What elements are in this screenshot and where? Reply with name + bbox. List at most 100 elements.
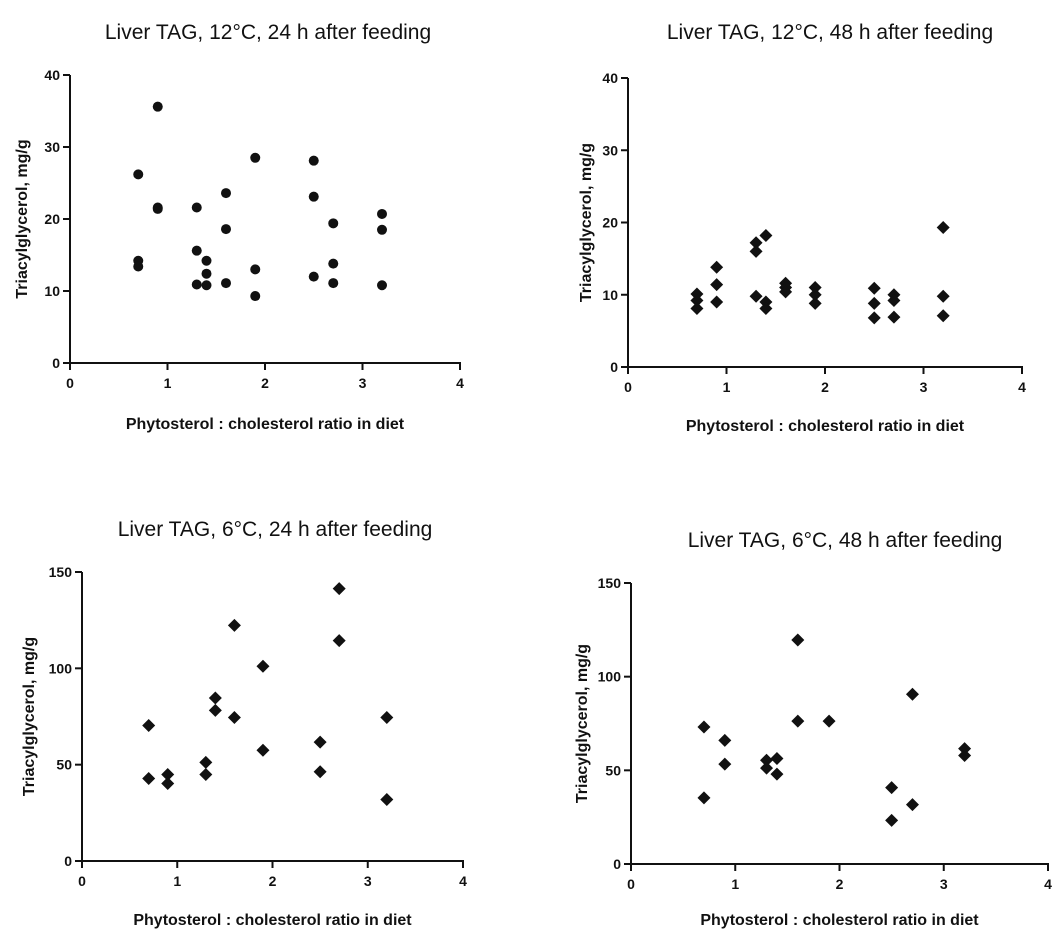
data-point bbox=[749, 236, 763, 250]
data-point bbox=[308, 271, 319, 282]
data-point bbox=[201, 268, 212, 279]
y-tick-label: 40 bbox=[602, 70, 618, 86]
data-point bbox=[759, 229, 773, 243]
x-tick-label: 2 bbox=[269, 873, 277, 889]
y-tick-label: 150 bbox=[49, 564, 73, 580]
data-point bbox=[208, 703, 222, 717]
data-point bbox=[250, 264, 261, 275]
data-point bbox=[718, 757, 732, 771]
data-point bbox=[380, 710, 394, 724]
data-point bbox=[191, 202, 202, 213]
data-point bbox=[377, 208, 387, 219]
data-point bbox=[221, 278, 231, 289]
data-point bbox=[749, 244, 763, 258]
data-point bbox=[133, 261, 144, 272]
data-point bbox=[697, 791, 711, 805]
data-point bbox=[936, 221, 950, 235]
x-tick-label: 1 bbox=[723, 379, 731, 395]
data-point bbox=[690, 294, 704, 308]
y-tick-label: 0 bbox=[613, 856, 621, 872]
data-point bbox=[199, 767, 213, 781]
x-tick-label: 1 bbox=[164, 375, 172, 391]
data-point bbox=[227, 710, 241, 724]
y-tick-label: 50 bbox=[56, 757, 72, 773]
x-tick-label: 3 bbox=[364, 873, 372, 889]
data-point bbox=[191, 245, 202, 256]
data-points bbox=[133, 101, 387, 302]
data-point bbox=[256, 743, 270, 757]
x-tick-label: 4 bbox=[1044, 876, 1052, 892]
y-axis-label: Triacylglycerol, mg/g bbox=[21, 637, 38, 796]
data-point bbox=[759, 301, 773, 315]
x-tick-label: 0 bbox=[78, 873, 86, 889]
data-point bbox=[380, 793, 394, 807]
data-point bbox=[936, 309, 950, 323]
data-points bbox=[142, 582, 394, 807]
y-axis-label: Triacylglycerol, mg/g bbox=[578, 143, 595, 302]
y-tick-label: 0 bbox=[64, 853, 72, 869]
data-point bbox=[133, 169, 144, 180]
data-point bbox=[256, 659, 270, 673]
data-point bbox=[328, 258, 339, 269]
data-point bbox=[152, 101, 163, 112]
data-point bbox=[208, 691, 222, 705]
data-point bbox=[885, 813, 899, 827]
data-point bbox=[760, 753, 774, 767]
data-point bbox=[808, 288, 822, 302]
y-axis-label: Triacylglycerol, mg/g bbox=[574, 644, 591, 803]
chart-panel-4: Liver TAG, 6°C, 48 h after feeding 0 1 2 3 4 0… bbox=[574, 529, 1052, 929]
x-tick-label: 4 bbox=[459, 873, 467, 889]
y-tick-label: 40 bbox=[44, 67, 60, 83]
data-point bbox=[328, 278, 339, 289]
data-point bbox=[936, 289, 950, 303]
x-tick-label: 0 bbox=[627, 876, 635, 892]
x-tick-label: 1 bbox=[731, 876, 739, 892]
x-tick-label: 2 bbox=[821, 379, 829, 395]
y-tick-label: 100 bbox=[49, 660, 73, 676]
data-point bbox=[161, 767, 175, 781]
y-tick-label: 0 bbox=[610, 359, 618, 375]
data-point bbox=[958, 742, 972, 756]
data-points bbox=[690, 221, 950, 325]
data-point bbox=[867, 311, 881, 325]
data-point bbox=[308, 155, 319, 166]
data-point bbox=[250, 291, 261, 302]
y-tick-label: 100 bbox=[598, 669, 622, 685]
x-tick-label: 1 bbox=[173, 873, 181, 889]
data-point bbox=[791, 633, 805, 647]
data-point bbox=[697, 720, 711, 734]
data-point bbox=[221, 224, 231, 235]
y-tick-label: 20 bbox=[602, 215, 618, 231]
x-axis-label: Phytosterol : cholesterol ratio in diet bbox=[133, 912, 412, 929]
chart-panel-1: Liver TAG, 12°C, 24 h after feeding 0 1 2 3 4… bbox=[14, 21, 464, 433]
data-point bbox=[905, 687, 919, 701]
data-point bbox=[377, 280, 387, 291]
data-point bbox=[332, 582, 346, 596]
data-point bbox=[142, 772, 156, 786]
y-tick-label: 10 bbox=[602, 287, 618, 303]
data-point bbox=[887, 294, 901, 308]
x-tick-label: 3 bbox=[940, 876, 948, 892]
data-point bbox=[377, 224, 387, 235]
y-tick-label: 150 bbox=[598, 575, 622, 591]
data-point bbox=[690, 301, 704, 315]
x-tick-label: 4 bbox=[456, 375, 464, 391]
data-point bbox=[808, 296, 822, 310]
data-point bbox=[710, 260, 724, 274]
data-point bbox=[759, 295, 773, 309]
data-point bbox=[199, 755, 213, 769]
x-tick-label: 0 bbox=[66, 375, 74, 391]
data-point bbox=[690, 287, 704, 301]
data-point bbox=[710, 295, 724, 309]
data-point bbox=[770, 767, 784, 781]
chart-title: Liver TAG, 6°C, 24 h after feeding bbox=[118, 518, 433, 541]
x-tick-label: 0 bbox=[624, 379, 632, 395]
x-axis-label: Phytosterol : cholesterol ratio in diet bbox=[686, 418, 965, 435]
chart-panels: Liver TAG, 12°C, 24 h after feeding 0 1 2 3 4… bbox=[14, 21, 1052, 929]
data-point bbox=[250, 152, 261, 163]
data-point bbox=[791, 714, 805, 728]
y-tick-label: 10 bbox=[44, 283, 60, 299]
data-point bbox=[718, 733, 732, 747]
